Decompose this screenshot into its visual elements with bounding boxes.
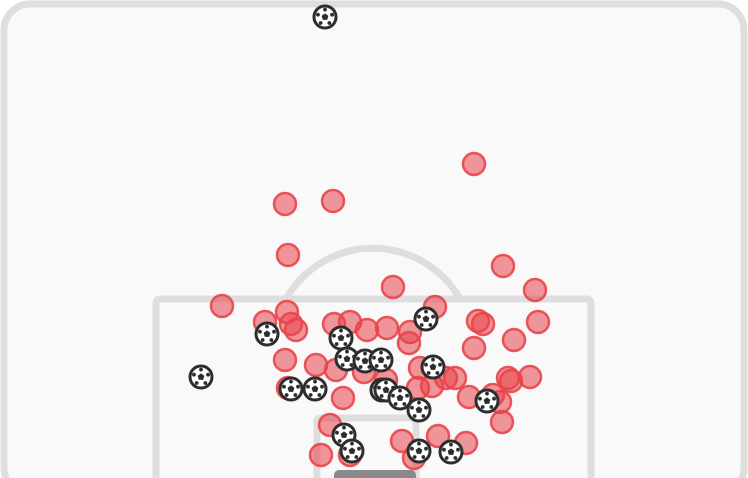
goal-shots-layer	[188, 4, 500, 465]
goal-mouth	[334, 470, 416, 478]
goal-ball-icon	[312, 4, 338, 30]
goal-ball-icon	[254, 321, 280, 347]
shot-missed-marker	[522, 277, 548, 303]
penalty-area	[152, 295, 595, 478]
goal-ball-icon	[328, 325, 354, 351]
shot-missed-marker	[209, 293, 235, 319]
shot-missed-marker	[461, 151, 487, 177]
shot-missed-marker	[308, 442, 334, 468]
shot-missed-marker	[489, 409, 515, 435]
shot-missed-marker	[501, 327, 527, 353]
shot-missed-marker	[380, 274, 406, 300]
shot-missed-marker	[272, 191, 298, 217]
goal-ball-icon	[334, 346, 360, 372]
goal-ball-icon	[188, 364, 214, 390]
goal-ball-icon	[339, 438, 365, 464]
shot-missed-marker	[470, 311, 496, 337]
goal-ball-icon	[413, 306, 439, 332]
shot-missed-marker	[396, 330, 422, 356]
shot-missed-marker	[425, 423, 451, 449]
goal-ball-icon	[302, 376, 328, 402]
shot-missed-marker	[320, 188, 346, 214]
shot-missed-marker	[272, 347, 298, 373]
goal-ball-icon	[406, 438, 432, 464]
goal-ball-icon	[474, 388, 500, 414]
shot-missed-marker	[374, 315, 400, 341]
shot-missed-marker	[275, 242, 301, 268]
goal-ball-icon	[420, 354, 446, 380]
goal-ball-icon	[387, 385, 413, 411]
penalty-arc	[282, 244, 464, 301]
shot-missed-marker	[517, 364, 543, 390]
shot-missed-marker	[461, 335, 487, 361]
goal-ball-icon	[438, 439, 464, 465]
shot-missed-marker	[442, 365, 468, 391]
shot-missed-marker	[283, 317, 309, 343]
goal-ball-icon	[278, 376, 304, 402]
shot-missed-marker	[354, 317, 380, 343]
shot-missed-marker	[303, 352, 329, 378]
shot-missed-marker	[490, 253, 516, 279]
shot-missed-marker	[330, 385, 356, 411]
goal-ball-icon	[406, 397, 432, 423]
goal-ball-icon	[368, 347, 394, 373]
shot-missed-marker	[525, 309, 551, 335]
